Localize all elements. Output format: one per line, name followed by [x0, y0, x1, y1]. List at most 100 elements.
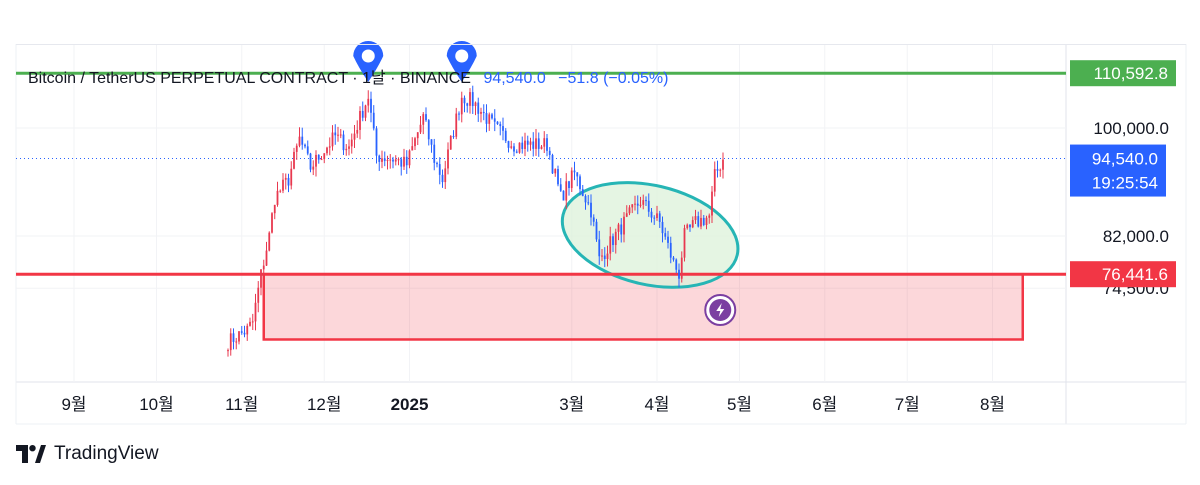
candle	[293, 147, 295, 170]
candle	[271, 212, 273, 234]
candle-body	[623, 216, 625, 235]
candle	[317, 154, 320, 164]
candle-body	[587, 202, 590, 204]
candle	[480, 107, 482, 123]
candle	[337, 126, 339, 142]
candle-body	[356, 129, 359, 134]
candle-body	[452, 136, 455, 138]
candle-body	[405, 156, 408, 166]
candle	[614, 228, 617, 254]
candle	[425, 107, 427, 122]
candle	[260, 269, 262, 296]
candle	[328, 137, 331, 156]
candle	[232, 328, 235, 350]
candle	[251, 313, 254, 330]
current-price-tag	[1070, 144, 1166, 197]
candle-body	[477, 102, 480, 114]
candle-body	[603, 255, 606, 260]
candle	[339, 128, 342, 139]
candle	[238, 331, 240, 345]
candle	[411, 137, 414, 151]
candle	[488, 112, 491, 131]
candle	[590, 194, 592, 226]
lightning-icon[interactable]	[704, 294, 737, 326]
candle	[658, 210, 661, 228]
candle	[623, 212, 625, 243]
consolidation-ellipse[interactable]	[552, 167, 748, 304]
candle-body	[680, 257, 683, 279]
candle-body	[595, 221, 598, 240]
candle-body	[664, 233, 667, 237]
candle	[430, 139, 433, 153]
candle	[304, 143, 306, 149]
candle-body	[672, 257, 675, 260]
candle-body	[625, 213, 628, 217]
candle-body	[535, 138, 537, 149]
candle-body	[562, 190, 565, 201]
candle-body	[551, 154, 554, 174]
candle-body	[430, 139, 433, 145]
location-pin-icon[interactable]	[446, 41, 477, 82]
candle-body	[364, 105, 367, 118]
symbol-legend[interactable]: Bitcoin / TetherUS PERPETUAL CONTRACT · …	[28, 64, 668, 88]
candle-body	[238, 331, 240, 342]
candle	[713, 161, 716, 197]
candle-body	[458, 113, 460, 115]
candle	[364, 104, 367, 122]
candle-body	[573, 170, 576, 173]
candle	[708, 213, 711, 224]
candle-body	[293, 151, 295, 169]
candle	[262, 259, 265, 277]
candle-body	[570, 170, 573, 189]
candle-body	[284, 177, 287, 180]
candle-body	[543, 138, 546, 147]
candle-body	[400, 159, 403, 167]
candle-body	[298, 136, 301, 146]
candle	[403, 148, 405, 170]
candle	[683, 224, 686, 262]
candle-body	[636, 203, 639, 206]
candle	[408, 149, 411, 169]
candle-body	[678, 269, 680, 279]
lightning-bolt	[716, 303, 725, 317]
candle-body	[579, 176, 581, 190]
location-pin-icon[interactable]	[353, 41, 384, 82]
tradingview-branding[interactable]: TradingView	[16, 443, 159, 465]
tradingview-wordmark: TradingView	[54, 443, 159, 464]
candle	[460, 91, 463, 123]
candle-body	[350, 139, 353, 147]
pin-hole	[361, 49, 375, 63]
candle	[595, 218, 598, 242]
candle-body	[568, 181, 570, 189]
price-change: −51.8 (−0.05%)	[558, 70, 669, 87]
candle	[664, 227, 667, 240]
candle	[521, 136, 524, 154]
candle	[702, 214, 705, 227]
support-price-label: 76,441.6	[1102, 265, 1168, 284]
candle-body	[323, 153, 326, 160]
candle-body	[691, 220, 694, 228]
tradingview-logo-icon	[16, 445, 46, 463]
candle	[579, 174, 581, 196]
candle	[279, 189, 282, 193]
candle	[282, 173, 284, 194]
candle	[249, 317, 251, 327]
candle-body	[485, 113, 488, 124]
candle-body	[537, 138, 540, 149]
candle-body	[345, 148, 348, 151]
candle-body	[617, 224, 620, 232]
x-tick-label: 11월	[225, 395, 258, 414]
candle	[334, 124, 337, 145]
candle-body	[315, 154, 317, 167]
candle-body	[576, 172, 579, 177]
candle-body	[653, 217, 656, 219]
candle-body	[708, 215, 711, 218]
candle	[680, 251, 683, 283]
candle-body	[471, 92, 474, 107]
candle	[438, 157, 441, 185]
candle	[543, 131, 546, 154]
candle-body	[507, 141, 510, 148]
candle	[667, 230, 669, 249]
